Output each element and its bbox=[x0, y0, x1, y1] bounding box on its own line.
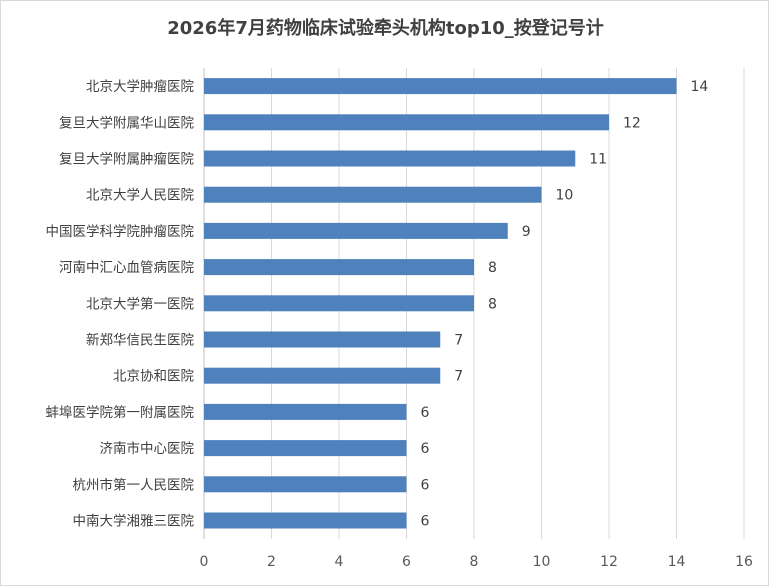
bar bbox=[204, 186, 542, 203]
category-label: 蚌埠医学院第一附属医院 bbox=[46, 404, 195, 421]
bar bbox=[204, 403, 407, 420]
category-label: 复旦大学附属华山医院 bbox=[59, 114, 194, 131]
category-label: 杭州市第一人民医院 bbox=[73, 476, 195, 493]
bar bbox=[204, 367, 441, 384]
x-tick-label: 10 bbox=[533, 554, 551, 570]
x-tick-label: 0 bbox=[200, 554, 209, 570]
category-label: 北京大学肿瘤医院 bbox=[86, 78, 194, 95]
x-tick-label: 12 bbox=[600, 554, 618, 570]
category-label: 中国医学科学院肿瘤医院 bbox=[46, 223, 195, 240]
value-label: 14 bbox=[691, 79, 709, 95]
category-label: 北京协和医院 bbox=[113, 369, 194, 385]
value-label: 9 bbox=[522, 224, 531, 240]
value-label: 7 bbox=[454, 333, 463, 349]
bars bbox=[204, 78, 677, 529]
bar bbox=[204, 78, 677, 95]
x-tick-label: 16 bbox=[735, 554, 753, 570]
value-label: 6 bbox=[421, 477, 430, 493]
bar bbox=[204, 150, 576, 167]
x-tick-label: 14 bbox=[668, 554, 686, 570]
bar bbox=[204, 331, 441, 348]
value-label: 8 bbox=[488, 260, 497, 276]
value-label: 11 bbox=[589, 152, 607, 168]
category-label: 济南市中心医院 bbox=[100, 440, 195, 457]
x-tick-label: 2 bbox=[267, 554, 276, 570]
value-label: 12 bbox=[623, 115, 641, 131]
category-label: 中南大学湘雅三医院 bbox=[73, 514, 195, 530]
x-tick-label: 4 bbox=[335, 554, 344, 570]
category-label: 复旦大学附属肿瘤医院 bbox=[59, 151, 194, 168]
chart-title: 2026年7月药物临床试验牵头机构top10_按登记号计 bbox=[167, 18, 604, 39]
x-tick-label: 8 bbox=[470, 554, 479, 570]
category-label: 河南中汇心血管病医院 bbox=[59, 260, 194, 276]
bar bbox=[204, 512, 407, 529]
bar bbox=[204, 476, 407, 493]
value-label: 7 bbox=[454, 369, 463, 385]
labels: 0 2 4 6 8 10 12 14 16 北京大学肿瘤医院 14 复旦大学附属华山医院 12 复旦大学附… bbox=[46, 78, 753, 570]
value-label: 6 bbox=[421, 405, 430, 421]
bar bbox=[204, 114, 609, 131]
value-label: 8 bbox=[488, 296, 497, 312]
bar bbox=[204, 295, 474, 312]
value-label: 6 bbox=[421, 441, 430, 457]
bar bbox=[204, 440, 407, 457]
category-label: 北京大学人民医院 bbox=[86, 188, 194, 204]
value-label: 6 bbox=[421, 514, 430, 530]
bar bbox=[204, 259, 474, 276]
x-tick-label: 6 bbox=[402, 554, 411, 570]
bar bbox=[204, 222, 508, 239]
category-label: 新郑华信民生医院 bbox=[86, 333, 194, 349]
category-label: 北京大学第一医院 bbox=[86, 295, 194, 312]
value-label: 10 bbox=[556, 188, 574, 204]
